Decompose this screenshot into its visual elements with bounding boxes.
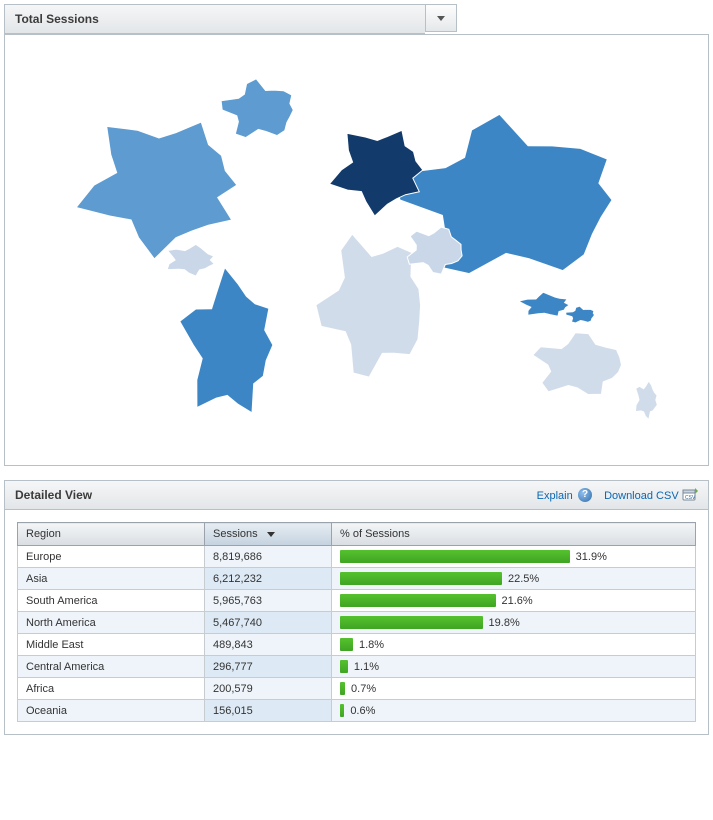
total-sessions-header: Total Sessions bbox=[5, 5, 425, 34]
cell-sessions: 489,843 bbox=[205, 634, 332, 656]
table-row: South America5,965,763 21.6% bbox=[18, 590, 696, 612]
help-icon: ? bbox=[578, 488, 592, 502]
cell-pct: 22.5% bbox=[332, 568, 696, 590]
detailed-view-title: Detailed View bbox=[15, 488, 92, 502]
pct-bar bbox=[340, 704, 344, 717]
map-region-north-america[interactable] bbox=[76, 122, 237, 259]
sessions-table: Region Sessions % of Sessions Europe8,81… bbox=[17, 522, 696, 722]
cell-region: North America bbox=[18, 612, 205, 634]
cell-region: Central America bbox=[18, 656, 205, 678]
pct-bar bbox=[340, 682, 345, 695]
col-header-sessions-label: Sessions bbox=[213, 528, 258, 540]
cell-pct: 0.7% bbox=[332, 678, 696, 700]
detailed-view-panel: Detailed View Explain ? Download CSV CSV bbox=[4, 480, 709, 735]
pct-bar bbox=[340, 572, 502, 585]
detailed-table-wrap: Region Sessions % of Sessions Europe8,81… bbox=[5, 510, 708, 734]
cell-pct: 0.6% bbox=[332, 700, 696, 722]
download-csv-link[interactable]: Download CSV CSV bbox=[604, 488, 698, 503]
cell-sessions: 200,579 bbox=[205, 678, 332, 700]
pct-label: 21.6% bbox=[502, 595, 533, 607]
chevron-down-icon bbox=[437, 16, 445, 21]
map-region-asia[interactable] bbox=[565, 306, 594, 323]
col-header-region[interactable]: Region bbox=[18, 523, 205, 546]
cell-region: Asia bbox=[18, 568, 205, 590]
world-map bbox=[5, 35, 708, 465]
total-sessions-title: Total Sessions bbox=[15, 12, 99, 26]
pct-bar bbox=[340, 616, 483, 629]
cell-sessions: 6,212,232 bbox=[205, 568, 332, 590]
pct-bar bbox=[340, 660, 348, 673]
pct-bar bbox=[340, 638, 353, 651]
cell-pct: 19.8% bbox=[332, 612, 696, 634]
table-row: Central America296,777 1.1% bbox=[18, 656, 696, 678]
total-sessions-dropdown-button[interactable] bbox=[425, 4, 457, 32]
download-csv-text[interactable]: Download CSV bbox=[604, 490, 679, 502]
table-row: Europe8,819,686 31.9% bbox=[18, 546, 696, 568]
col-header-pct[interactable]: % of Sessions bbox=[332, 523, 696, 546]
total-sessions-header-panel: Total Sessions bbox=[4, 4, 425, 35]
explain-link-text[interactable]: Explain bbox=[537, 490, 573, 502]
cell-sessions: 8,819,686 bbox=[205, 546, 332, 568]
cell-sessions: 5,467,740 bbox=[205, 612, 332, 634]
map-region-south-america[interactable] bbox=[179, 268, 272, 413]
cell-sessions: 5,965,763 bbox=[205, 590, 332, 612]
table-row: Africa200,579 0.7% bbox=[18, 678, 696, 700]
detailed-view-header: Detailed View Explain ? Download CSV CSV bbox=[5, 481, 708, 510]
table-row: Asia6,212,232 22.5% bbox=[18, 568, 696, 590]
svg-text:CSV: CSV bbox=[685, 495, 696, 501]
pct-label: 0.6% bbox=[350, 705, 375, 717]
pct-label: 31.9% bbox=[576, 551, 607, 563]
pct-bar bbox=[340, 550, 570, 563]
cell-region: South America bbox=[18, 590, 205, 612]
cell-region: Oceania bbox=[18, 700, 205, 722]
table-row: Oceania156,015 0.6% bbox=[18, 700, 696, 722]
map-region-central-america[interactable] bbox=[167, 244, 214, 276]
table-row: Middle East489,843 1.8% bbox=[18, 634, 696, 656]
sort-desc-icon bbox=[267, 532, 275, 537]
cell-sessions: 296,777 bbox=[205, 656, 332, 678]
cell-region: Europe bbox=[18, 546, 205, 568]
pct-label: 0.7% bbox=[351, 683, 376, 695]
pct-bar bbox=[340, 594, 496, 607]
map-region-oceania[interactable] bbox=[532, 333, 621, 395]
pct-label: 1.8% bbox=[359, 639, 384, 651]
map-region-asia[interactable] bbox=[518, 292, 569, 316]
cell-region: Africa bbox=[18, 678, 205, 700]
pct-label: 19.8% bbox=[489, 617, 520, 629]
pct-label: 22.5% bbox=[508, 573, 539, 585]
col-header-sessions[interactable]: Sessions bbox=[205, 523, 332, 546]
csv-icon: CSV bbox=[682, 488, 698, 502]
map-region-greenland[interactable] bbox=[221, 79, 293, 138]
cell-sessions: 156,015 bbox=[205, 700, 332, 722]
cell-pct: 21.6% bbox=[332, 590, 696, 612]
map-panel bbox=[4, 34, 709, 466]
map-region-oceania[interactable] bbox=[635, 381, 657, 420]
cell-pct: 1.8% bbox=[332, 634, 696, 656]
cell-pct: 31.9% bbox=[332, 546, 696, 568]
explain-link[interactable]: Explain ? bbox=[537, 488, 592, 503]
pct-label: 1.1% bbox=[354, 661, 379, 673]
cell-pct: 1.1% bbox=[332, 656, 696, 678]
map-region-africa[interactable] bbox=[315, 234, 420, 377]
cell-region: Middle East bbox=[18, 634, 205, 656]
table-row: North America5,467,740 19.8% bbox=[18, 612, 696, 634]
